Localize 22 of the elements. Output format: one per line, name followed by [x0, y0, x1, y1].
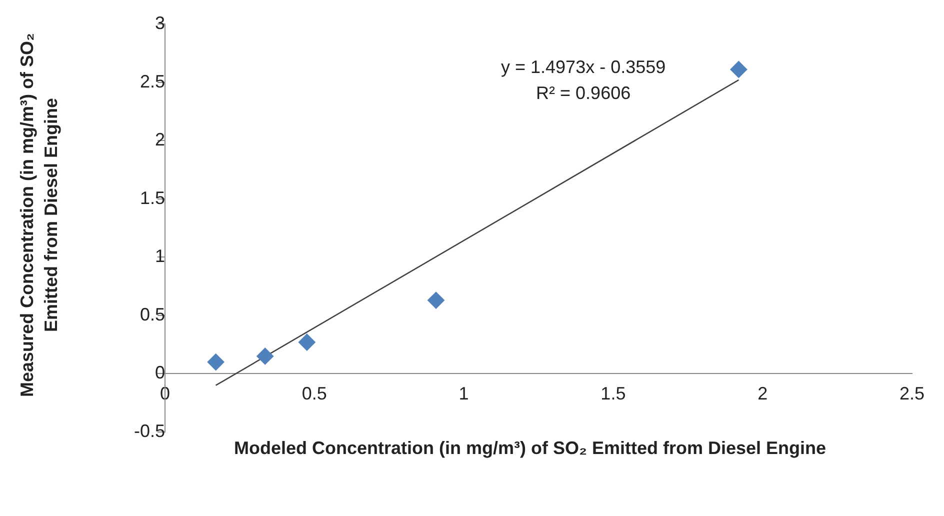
- y-tick-label: 2: [154, 130, 165, 150]
- x-tick-label: 2: [758, 383, 768, 404]
- y-tick-label: 1.5: [140, 188, 165, 208]
- y-axis-title: Measured Concentration (in mg/m³) of SO₂ Emitted from Diesel Engine: [16, 32, 62, 400]
- point: [730, 60, 748, 78]
- y-tick-label: -0.5: [134, 420, 165, 441]
- annotation: R² = 0.9606: [536, 82, 631, 103]
- y-tick-label: 3: [154, 12, 165, 33]
- x-tick-label: 0.5: [302, 383, 327, 404]
- y-tick-label: 1: [154, 246, 165, 266]
- point: [428, 292, 445, 309]
- y-tick-label: 0: [154, 362, 165, 383]
- x-tick-label: 2.5: [899, 383, 925, 404]
- y-tick-label: 2.5: [140, 71, 165, 92]
- point: [256, 348, 274, 365]
- y-tick-label: 0.5: [140, 304, 165, 324]
- point: [298, 334, 316, 351]
- x-axis-title: Modeled Concentration (in mg/m³) of SO₂ Emitted from Diesel Engine: [232, 437, 828, 460]
- x-tick-label: 1.5: [600, 383, 626, 404]
- annotation: y = 1.4973x - 0.3559: [501, 56, 666, 77]
- point: [207, 354, 224, 371]
- x-tick-label: 1: [458, 383, 469, 404]
